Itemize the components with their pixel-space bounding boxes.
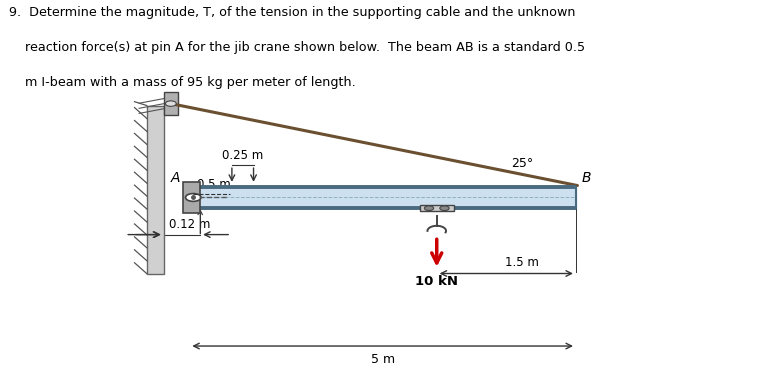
Text: reaction force(s) at pin A for the jib crane shown below.  The beam AB is a stan: reaction force(s) at pin A for the jib c… <box>9 41 585 54</box>
Text: 0.5 m: 0.5 m <box>197 178 231 191</box>
Bar <box>420 205 454 211</box>
Text: B: B <box>582 171 591 185</box>
Bar <box>183 182 200 213</box>
Text: 5 m: 5 m <box>370 353 395 366</box>
Bar <box>189 187 576 208</box>
Circle shape <box>186 194 201 201</box>
Text: 25°: 25° <box>511 157 533 170</box>
Bar <box>164 92 178 115</box>
Text: m I-beam with a mass of 95 kg per meter of length.: m I-beam with a mass of 95 kg per meter … <box>9 76 356 89</box>
Text: 0.25 m: 0.25 m <box>222 149 264 163</box>
Circle shape <box>424 206 434 210</box>
Text: 0.12 m: 0.12 m <box>169 218 210 231</box>
Bar <box>147 106 164 274</box>
Text: 1.5 m: 1.5 m <box>505 256 539 269</box>
Circle shape <box>440 206 449 210</box>
Text: A: A <box>171 171 180 185</box>
Text: 10 kN: 10 kN <box>415 276 458 289</box>
Text: 9.  Determine the magnitude, T, of the tension in the supporting cable and the u: 9. Determine the magnitude, T, of the te… <box>9 6 576 19</box>
Circle shape <box>165 101 176 106</box>
